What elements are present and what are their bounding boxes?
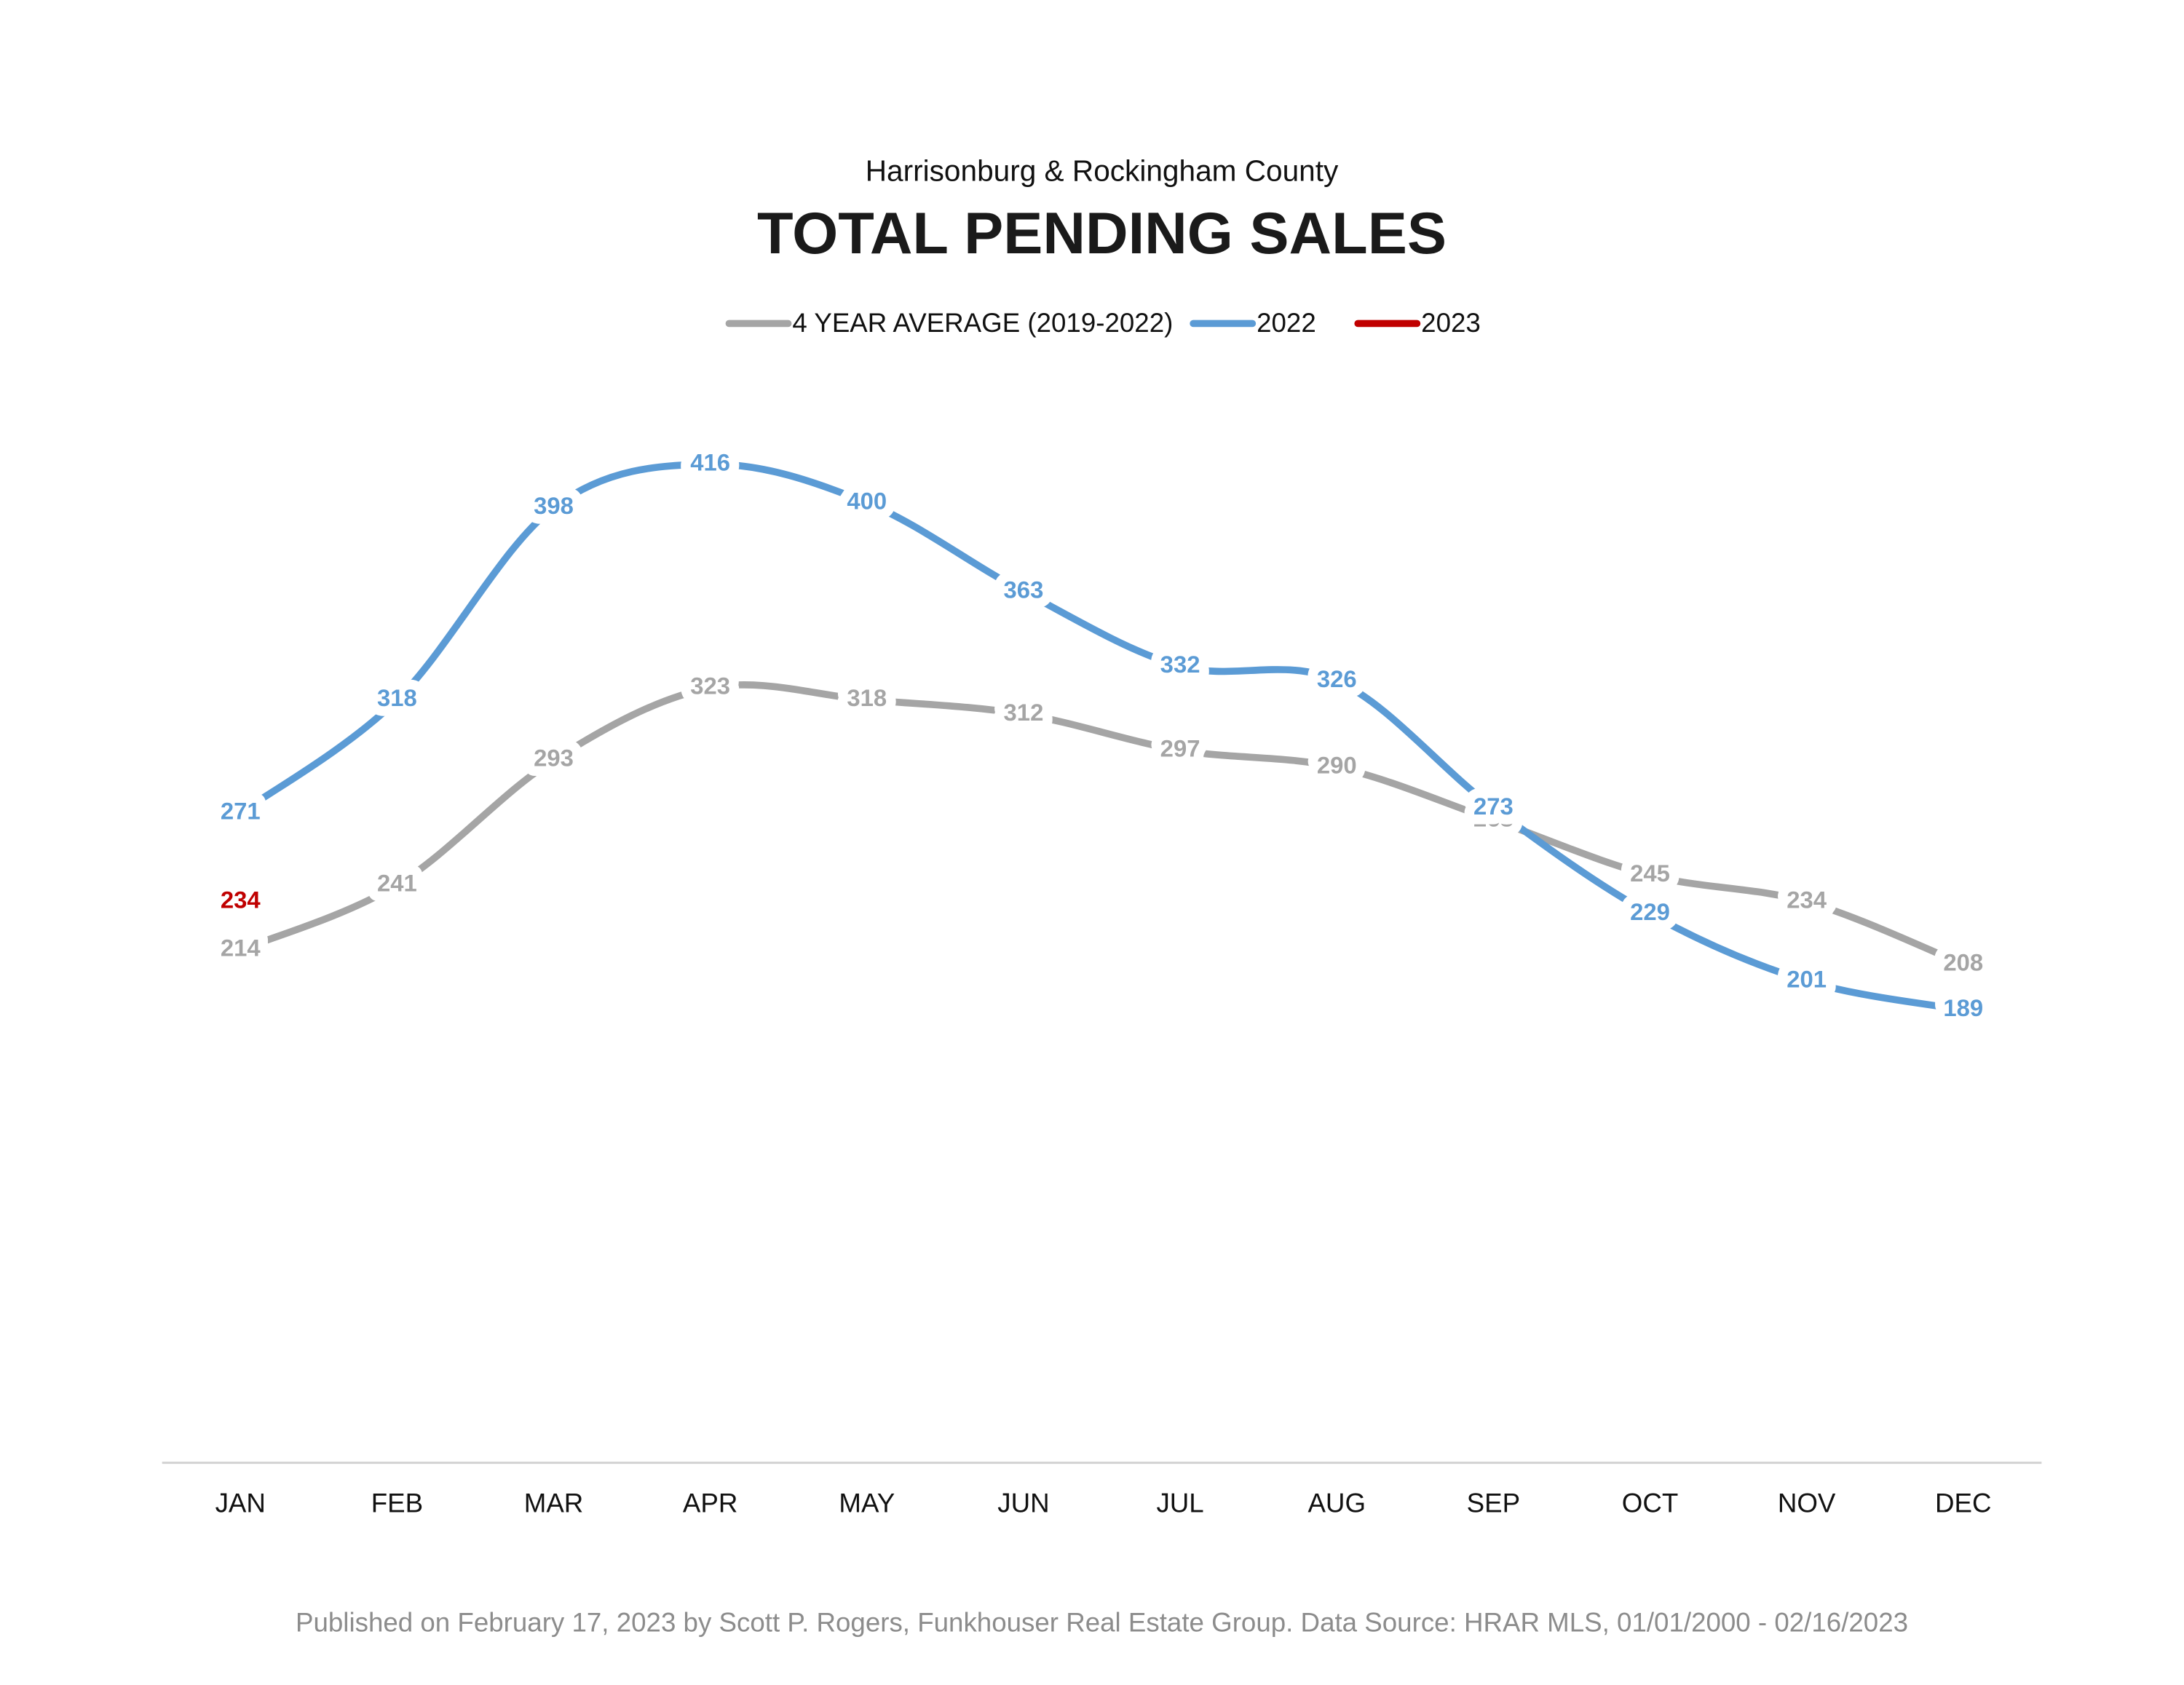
data-label: 398 — [534, 492, 574, 519]
x-tick-label: JUL — [1156, 1488, 1203, 1518]
data-label: 323 — [690, 673, 730, 699]
legend-label: 2022 — [1257, 308, 1316, 338]
x-tick-label: OCT — [1622, 1488, 1678, 1518]
data-label: 400 — [847, 487, 887, 514]
series-line — [237, 461, 1967, 1014]
data-label: 293 — [534, 745, 574, 772]
data-label: 318 — [847, 684, 887, 711]
legend-label: 4 YEAR AVERAGE (2019-2022) — [792, 308, 1173, 338]
data-label: 189 — [1943, 994, 1983, 1021]
x-tick-label: AUG — [1307, 1488, 1366, 1518]
chart-subtitle: Harrisonburg & Rockingham County — [866, 154, 1339, 187]
footer: Published on February 17, 2023 by Scott … — [296, 1608, 1908, 1638]
data-label: 318 — [377, 684, 417, 711]
x-tick-label: DEC — [1935, 1488, 1992, 1518]
x-tick-label: NOV — [1778, 1488, 1836, 1518]
x-tick-label: JAN — [215, 1488, 266, 1518]
data-label: 312 — [1004, 699, 1044, 726]
data-label: 229 — [1630, 898, 1670, 925]
x-tick-label: FEB — [371, 1488, 423, 1518]
data-label: 214 — [221, 935, 261, 962]
data-label: 271 — [221, 797, 261, 824]
chart-title: TOTAL PENDING SALES — [757, 201, 1447, 266]
series-line — [237, 681, 1967, 968]
data-label: 241 — [377, 869, 417, 896]
data-label: 208 — [1943, 948, 1983, 975]
data-label: 201 — [1787, 966, 1827, 993]
x-tick-label: APR — [683, 1488, 737, 1518]
legend-label: 2023 — [1421, 308, 1481, 338]
data-label: 297 — [1160, 735, 1200, 762]
data-label: 273 — [1473, 793, 1514, 820]
data-label: 234 — [1787, 887, 1827, 913]
data-label: 326 — [1317, 665, 1357, 692]
data-label: 245 — [1630, 860, 1670, 887]
data-label: 416 — [690, 449, 730, 476]
data-label: 290 — [1317, 752, 1357, 779]
x-tick-label: SEP — [1467, 1488, 1520, 1518]
data-label: 332 — [1160, 651, 1200, 678]
data-label: 363 — [1004, 576, 1044, 603]
x-tick-label: JUN — [997, 1488, 1049, 1518]
x-tick-label: MAY — [839, 1488, 895, 1518]
data-label: 234 — [221, 887, 261, 913]
x-tick-label: MAR — [524, 1488, 584, 1518]
